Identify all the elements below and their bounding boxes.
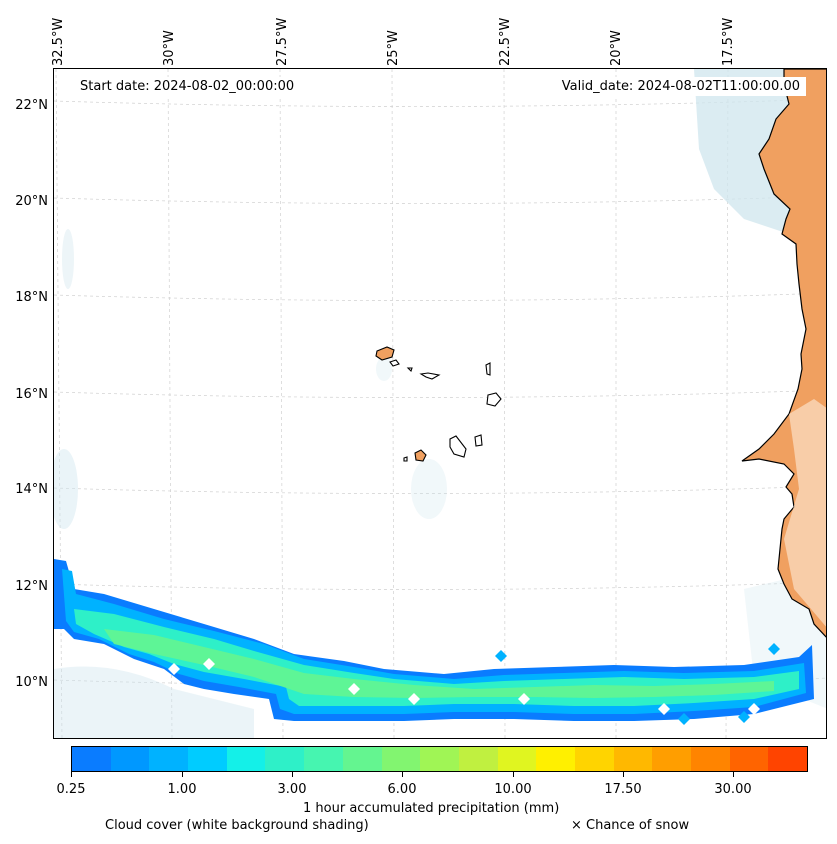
colorbar-segment bbox=[188, 747, 227, 771]
colorbar-segment bbox=[149, 747, 189, 771]
colorbar-tick-label: 17.50 bbox=[604, 782, 642, 797]
colorbar-tick-label: 6.00 bbox=[387, 782, 417, 797]
precipitation-colorbar bbox=[71, 746, 808, 772]
colorbar-segment bbox=[342, 747, 382, 771]
latitude-label: 16°N bbox=[15, 387, 48, 402]
precipitation-cell bbox=[768, 643, 780, 655]
precipitation-cell bbox=[495, 650, 507, 662]
island-santa-luzia bbox=[406, 367, 413, 373]
latitude-label: 10°N bbox=[15, 675, 48, 690]
latitude-label: 18°N bbox=[15, 290, 48, 305]
colorbar-tick-label: 10.00 bbox=[494, 782, 532, 797]
island-sao-nicolau bbox=[419, 372, 441, 380]
latitude-label: 20°N bbox=[15, 194, 48, 209]
colorbar-tick-label: 30.00 bbox=[714, 782, 752, 797]
colorbar-segment bbox=[72, 747, 111, 771]
snow-legend: × Chance of snow bbox=[571, 818, 690, 833]
longitude-label: 25°W bbox=[386, 30, 401, 66]
island-maio bbox=[474, 434, 483, 447]
colorbar-tick-label: 1.00 bbox=[167, 782, 197, 797]
island-sal bbox=[485, 362, 491, 376]
precipitation-cell bbox=[678, 713, 690, 725]
colorbar-segment bbox=[226, 747, 266, 771]
colorbar-segment bbox=[613, 747, 653, 771]
precipitation-cell bbox=[104, 629, 774, 698]
colorbar-tickmark bbox=[513, 772, 514, 777]
valid-date-label: Valid_date: 2024-08-02T11:00:00.00 bbox=[555, 77, 806, 96]
colorbar-tickmark bbox=[733, 772, 734, 777]
colorbar-tickmark bbox=[182, 772, 183, 777]
colorbar-tickmark bbox=[292, 772, 293, 777]
colorbar-segment bbox=[110, 747, 150, 771]
colorbar-segment bbox=[381, 747, 421, 771]
colorbar-tickmark bbox=[71, 772, 72, 777]
latitude-label: 14°N bbox=[15, 482, 48, 497]
colorbar-segment bbox=[652, 747, 691, 771]
island-brava bbox=[403, 456, 408, 462]
colorbar-tick-label: 3.00 bbox=[277, 782, 307, 797]
colorbar-segment bbox=[729, 747, 769, 771]
precipitation-cell bbox=[168, 663, 180, 675]
island-santiago bbox=[449, 435, 467, 458]
colorbar-segment bbox=[304, 747, 343, 771]
colorbar-segment bbox=[497, 747, 537, 771]
latitude-label: 12°N bbox=[15, 579, 48, 594]
precipitation-cell bbox=[74, 609, 799, 706]
colorbar-segment bbox=[574, 747, 614, 771]
colorbar-title: 1 hour accumulated precipitation (mm) bbox=[303, 801, 560, 816]
map-canvas bbox=[54, 69, 826, 738]
precipitation-cell bbox=[203, 658, 215, 670]
precipitation-cell bbox=[658, 703, 670, 715]
colorbar-segment bbox=[458, 747, 498, 771]
longitude-label: 22.5°W bbox=[498, 17, 513, 66]
precipitation-cell bbox=[518, 693, 530, 705]
map-panel[interactable]: Start date: 2024-08-02_00:00:00 Valid_da… bbox=[53, 68, 827, 739]
colorbar-tickmark bbox=[623, 772, 624, 777]
island-boa-vista bbox=[486, 392, 502, 407]
colorbar-segment bbox=[691, 747, 730, 771]
precipitation-cell bbox=[408, 693, 420, 705]
colorbar-segment bbox=[768, 747, 808, 771]
latitude-label: 22°N bbox=[15, 98, 48, 113]
start-date-label: Start date: 2024-08-02_00:00:00 bbox=[74, 77, 301, 96]
longitude-label: 32.5°W bbox=[51, 17, 66, 66]
island-fogo bbox=[414, 449, 427, 462]
cape-verde-islands bbox=[375, 346, 502, 462]
longitude-label: 20°W bbox=[609, 30, 624, 66]
longitude-label: 17.5°W bbox=[721, 17, 736, 66]
colorbar-segment bbox=[420, 747, 459, 771]
precipitation-cell bbox=[748, 703, 760, 715]
island-sao-vicente bbox=[389, 359, 400, 367]
island-santo-antao bbox=[375, 346, 395, 361]
colorbar-tick-label: 0.25 bbox=[56, 782, 86, 797]
cloud-cover-legend: Cloud cover (white background shading) bbox=[105, 818, 369, 833]
precipitation-band bbox=[54, 559, 814, 725]
colorbar-segment bbox=[536, 747, 575, 771]
longitude-label: 27.5°W bbox=[275, 17, 290, 66]
colorbar-segment bbox=[265, 747, 305, 771]
precipitation-cell bbox=[738, 711, 750, 723]
colorbar-tickmark bbox=[402, 772, 403, 777]
land-shading bbox=[784, 399, 826, 627]
precipitation-cell bbox=[348, 683, 360, 695]
longitude-label: 30°W bbox=[162, 30, 177, 66]
